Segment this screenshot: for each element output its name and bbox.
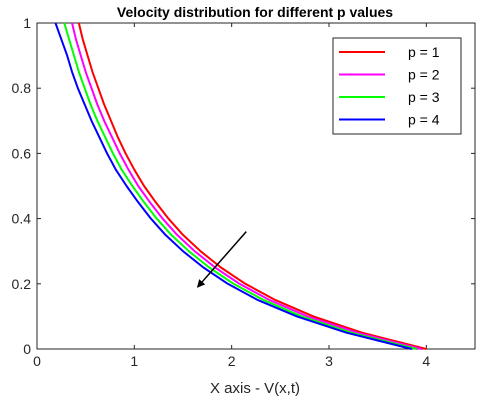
x-tick-label: 4 <box>422 353 430 369</box>
plot-area: 0 1 2 3 4 0 0.2 0.4 0.6 0.8 1 p = 1 p = 2 p = 3 p = 4 <box>12 15 476 369</box>
legend-label-p3: p = 3 <box>408 89 440 105</box>
y-tick-label: 0.4 <box>12 211 32 227</box>
y-tick-label: 0.8 <box>12 80 32 96</box>
legend-label-p1: p = 1 <box>408 44 440 60</box>
x-tick-label: 0 <box>33 353 41 369</box>
chart-title: Velocity distribution for different p va… <box>117 4 393 20</box>
x-tick-label: 1 <box>130 353 138 369</box>
series-line-p2 <box>71 22 422 350</box>
y-tick-label: 0.2 <box>12 276 32 292</box>
legend-box <box>332 37 462 135</box>
series-line-p3 <box>63 22 417 350</box>
x-tick-label: 3 <box>325 353 333 369</box>
legend-label-p4: p = 4 <box>408 112 440 128</box>
series-line-p1 <box>77 22 427 350</box>
trend-arrow <box>196 231 247 288</box>
y-tick-label: 0 <box>23 341 31 357</box>
series-line-p4 <box>54 22 412 350</box>
y-tick-label: 1 <box>23 15 31 31</box>
x-tick-label: 2 <box>228 353 236 369</box>
x-axis-label: X axis - V(x,t) <box>210 380 300 397</box>
y-tick-label: 0.6 <box>12 145 32 161</box>
legend-label-p2: p = 2 <box>408 67 440 83</box>
